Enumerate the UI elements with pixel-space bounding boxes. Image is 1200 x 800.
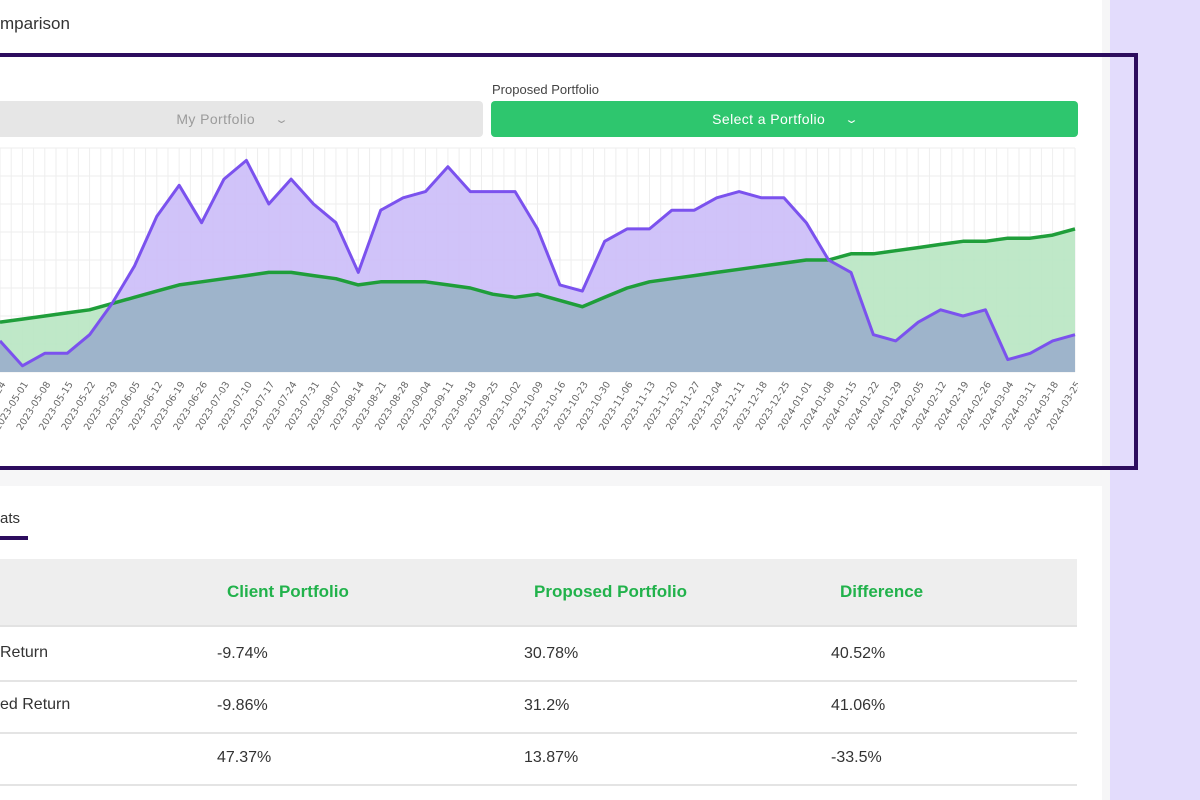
row-label: ed Return: [0, 696, 71, 713]
series-area-overlap: [0, 260, 1075, 372]
stats-card: [0, 486, 1102, 800]
proposed-portfolio-select[interactable]: Select a Portfolio ⌄: [491, 101, 1078, 137]
page-title: mparison: [0, 14, 70, 33]
cell-proposed: 31.2%: [524, 697, 570, 714]
cell-proposed: 13.87%: [524, 749, 579, 766]
cell-difference: 41.06%: [831, 697, 886, 714]
row-label: Return: [0, 644, 49, 661]
client-portfolio-value: My Portfolio: [176, 111, 256, 127]
series-line-proposed: [0, 227, 1076, 324]
column-header-proposed: Proposed Portfolio: [534, 582, 687, 601]
column-header-difference: Difference: [840, 582, 924, 601]
tab-active-indicator: [0, 536, 28, 540]
highlight-frame: [0, 53, 1138, 470]
cell-client: -9.86%: [217, 697, 268, 714]
table-row: [0, 628, 1077, 682]
table-row: [0, 680, 1077, 734]
table-row: [0, 732, 1077, 786]
client-portfolio-select[interactable]: My Portfolio ⌄: [0, 101, 483, 137]
chevron-down-icon: ⌄: [274, 113, 290, 126]
cell-difference: 40.52%: [831, 645, 886, 662]
cell-proposed: 30.78%: [524, 645, 579, 662]
proposed-portfolio-label: Proposed Portfolio: [492, 82, 599, 97]
table-header: [0, 559, 1077, 627]
cell-difference: -33.5%: [831, 749, 882, 766]
cell-client: 47.37%: [217, 749, 272, 766]
chevron-down-icon: ⌄: [844, 113, 860, 126]
performance-chart: 2023-04-242023-05-012023-05-082023-05-15…: [0, 147, 1078, 432]
main-panel: mparison My Portfolio ⌄ Proposed Portfol…: [0, 0, 1138, 800]
column-header-client: Client Portfolio: [227, 582, 349, 601]
cell-client: -9.74%: [217, 645, 268, 662]
proposed-portfolio-value: Select a Portfolio: [712, 111, 826, 127]
tab-stats[interactable]: ats: [0, 510, 21, 527]
series-line-client: [0, 158, 1076, 368]
